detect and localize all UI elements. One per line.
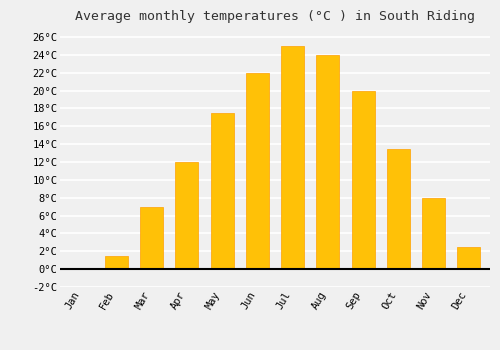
- Bar: [352, 91, 374, 269]
- Bar: [176, 162, 199, 269]
- Bar: [458, 247, 480, 269]
- Bar: [210, 113, 234, 269]
- Bar: [246, 73, 269, 269]
- Bar: [387, 148, 410, 269]
- Bar: [281, 46, 304, 269]
- Bar: [422, 198, 445, 269]
- Bar: [316, 55, 340, 269]
- Bar: [140, 206, 163, 269]
- Title: Average monthly temperatures (°C ) in South Riding: Average monthly temperatures (°C ) in So…: [75, 10, 475, 23]
- Bar: [105, 256, 128, 269]
